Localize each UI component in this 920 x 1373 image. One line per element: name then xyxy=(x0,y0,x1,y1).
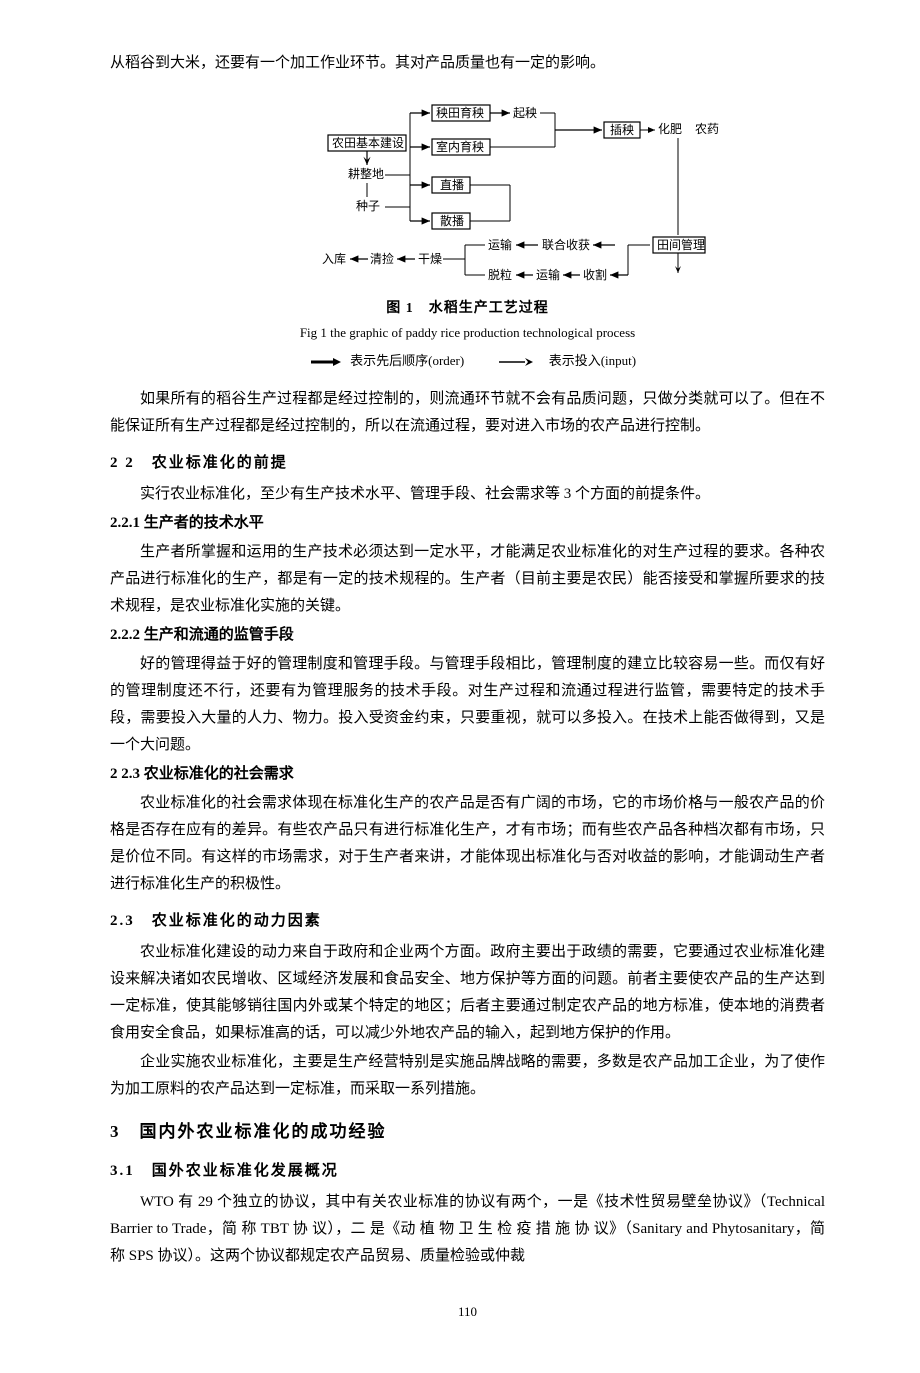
node-gengzheng: 耕整地 xyxy=(348,166,384,181)
node-sanbo: 散播 xyxy=(440,213,464,228)
heading-3-1: 3.1 国外农业标准化发展概况 xyxy=(110,1158,825,1185)
para-after-fig: 如果所有的稻谷生产过程都是经过控制的，则流通环节就不会有品质问题，只做分类就可以… xyxy=(110,386,825,440)
node-nongtian: 农田基本建设 xyxy=(332,136,404,150)
node-tianjian: 田间管理 xyxy=(657,237,705,252)
node-qiyang: 起秧 xyxy=(513,106,537,120)
legend-input: 表示投入(input) xyxy=(549,353,636,368)
node-yangtian: 秧田育秧 xyxy=(436,105,484,120)
node-zhibo: 直播 xyxy=(440,178,464,192)
heading-2-2-1: 2.2.1 生产者的技术水平 xyxy=(110,510,825,537)
para-2-2-1: 生产者所掌握和运用的生产技术必须达到一定水平，才能满足农业标准化的对生产过程的要… xyxy=(110,539,825,620)
figure-caption-cn: 图 1 水稻生产工艺过程 xyxy=(210,296,725,321)
para-2-2-intro: 实行农业标准化，至少有生产技术水平、管理手段、社会需求等 3 个方面的前提条件。 xyxy=(110,481,825,508)
node-ganzao: 干燥 xyxy=(418,252,442,266)
flowchart-svg: 农田基本建设 耕整地 种子 秧田育秧 室内育秧 直播 散播 起秧 插秧 xyxy=(210,95,725,290)
node-yunshu2: 运输 xyxy=(536,267,560,282)
figure-legend: 表示先后顺序(order) 表示投入(input) xyxy=(210,349,725,372)
legend-order: 表示先后顺序(order) xyxy=(350,353,464,368)
para-2-2-3: 农业标准化的社会需求体现在标准化生产的农产品是否有广阔的市场，它的市场价格与一般… xyxy=(110,790,825,898)
figure-1: 农田基本建设 耕整地 种子 秧田育秧 室内育秧 直播 散播 起秧 插秧 xyxy=(210,95,725,372)
heading-2-2-3: 2 2.3 农业标准化的社会需求 xyxy=(110,761,825,788)
para-2-2-2: 好的管理得益于好的管理制度和管理手段。与管理手段相比，管理制度的建立比较容易一些… xyxy=(110,651,825,759)
heading-2-3: 2.3 农业标准化的动力因素 xyxy=(110,908,825,935)
node-huafei: 化肥 xyxy=(658,122,682,136)
heading-2-2-2: 2.2.2 生产和流通的监管手段 xyxy=(110,622,825,649)
heading-2-2: 2 2 农业标准化的前提 xyxy=(110,450,825,477)
node-zhongzi: 种子 xyxy=(356,199,380,213)
page-number: 110 xyxy=(110,1300,825,1323)
node-shouge: 收割 xyxy=(583,267,607,282)
heading-3: 3 国内外农业标准化的成功经验 xyxy=(110,1117,825,1148)
node-ruku: 入库 xyxy=(322,251,346,266)
node-tuoli: 脱粒 xyxy=(488,267,512,282)
node-yunshu1: 运输 xyxy=(488,237,512,252)
node-chayang: 插秧 xyxy=(610,123,634,137)
para-2-3-1: 农业标准化建设的动力来自于政府和企业两个方面。政府主要出于政绩的需要，它要通过农… xyxy=(110,939,825,1047)
node-shouhuo: 联合收获 xyxy=(542,237,590,252)
node-shinei: 室内育秧 xyxy=(436,139,484,154)
node-nongyao: 农药 xyxy=(695,122,719,136)
para-3-1: WTO 有 29 个独立的协议，其中有关农业标准的协议有两个，一是《技术性贸易壁… xyxy=(110,1189,825,1270)
node-qingjian: 清捡 xyxy=(370,251,394,266)
figure-caption-en: Fig 1 the graphic of paddy rice producti… xyxy=(210,321,725,344)
intro-paragraph: 从稻谷到大米，还要有一个加工作业环节。其对产品质量也有一定的影响。 xyxy=(110,50,825,77)
para-2-3-2: 企业实施农业标准化，主要是生产经营特别是实施品牌战略的需要，多数是农产品加工企业… xyxy=(110,1049,825,1103)
